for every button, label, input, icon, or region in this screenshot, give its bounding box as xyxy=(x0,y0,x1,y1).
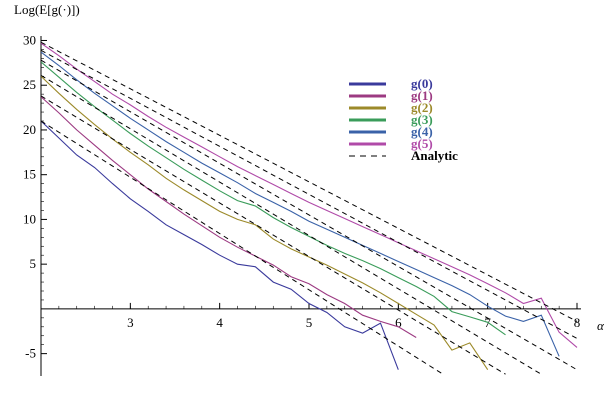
legend-label: Analytic xyxy=(411,148,458,163)
series-line-g(4) xyxy=(41,51,560,357)
x-tick-label: 6 xyxy=(395,315,402,330)
series-line-g(3) xyxy=(41,61,506,336)
analytic-line xyxy=(41,59,578,371)
series-layer xyxy=(41,41,578,375)
analytic-line xyxy=(41,120,444,375)
analytic-line xyxy=(41,74,542,375)
series-line-g(5) xyxy=(41,42,578,348)
y-axis-title: Log(E[g(·)]) xyxy=(14,2,80,17)
legend-label: g(2) xyxy=(411,100,433,115)
y-tick-label: 10 xyxy=(23,211,36,226)
legend: g(0)g(1)g(2)g(3)g(4)g(5)Analytic xyxy=(349,76,458,163)
y-tick-label: 5 xyxy=(30,256,37,271)
series-line-g(2) xyxy=(41,75,489,371)
x-axis-title: α xyxy=(597,318,605,333)
analytic-line xyxy=(41,95,506,375)
y-tick-label: 30 xyxy=(23,32,36,47)
x-tick-label: 3 xyxy=(127,315,134,330)
series-line-g(1) xyxy=(41,96,417,338)
legend-label: g(5) xyxy=(411,136,433,151)
legend-label: g(1) xyxy=(411,88,433,103)
x-tick-label: 8 xyxy=(574,315,581,330)
y-tick-label: 20 xyxy=(23,122,36,137)
x-tick-label: 4 xyxy=(216,315,223,330)
x-tick-label: 5 xyxy=(306,315,313,330)
legend-label: g(3) xyxy=(411,112,433,127)
analytic-line xyxy=(41,41,578,322)
legend-label: g(0) xyxy=(411,76,433,91)
y-tick-label: 25 xyxy=(23,77,36,92)
series-line-g(0) xyxy=(41,120,399,370)
analytic-line xyxy=(41,49,578,339)
y-tick-label: 15 xyxy=(23,167,36,182)
y-tick-label: -5 xyxy=(25,346,36,361)
legend-label: g(4) xyxy=(411,124,433,139)
